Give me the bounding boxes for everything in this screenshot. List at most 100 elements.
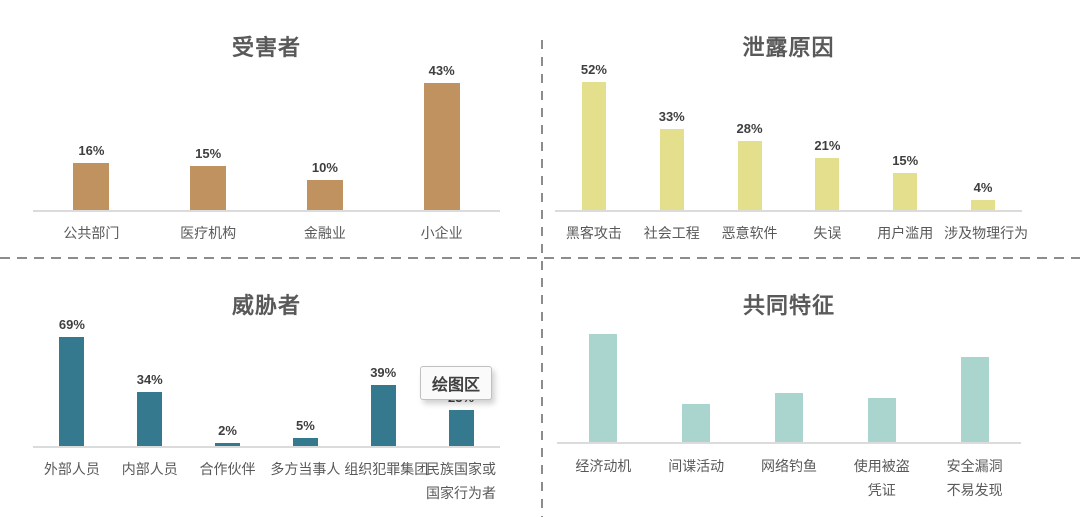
- bar-1[interactable]: [73, 162, 110, 210]
- bar-4[interactable]: [423, 82, 460, 210]
- chart-title: 受害者: [231, 35, 301, 60]
- category-label: 失误: [813, 225, 842, 241]
- bar-slot: 52%: [555, 62, 633, 210]
- tooltip-label: 绘图区: [432, 377, 481, 394]
- bars-group: [557, 320, 1021, 442]
- bar-slot: 16%: [33, 62, 150, 210]
- bar-3[interactable]: [737, 140, 762, 210]
- category-label: 外部人员: [43, 461, 100, 477]
- bar-5[interactable]: [893, 173, 918, 210]
- category-label: 经济动机: [575, 458, 632, 474]
- category-label: 恶意软件: [721, 225, 778, 241]
- value-label: 52%: [580, 61, 607, 77]
- value-label: 4%: [973, 180, 993, 196]
- bar-slot: 4%: [944, 62, 1022, 210]
- bar-slot: 2%: [189, 320, 267, 446]
- bar-2[interactable]: [682, 403, 711, 442]
- value-label: 16%: [78, 142, 105, 158]
- category-label: 多方当事人: [270, 461, 341, 477]
- bar-slot: 15%: [866, 62, 944, 210]
- plot-area[interactable]: 16% 15% 10% 43%: [33, 62, 500, 212]
- category-label: 间谍活动: [668, 458, 725, 474]
- value-label: 10%: [311, 160, 338, 176]
- chart-title: 威胁者: [231, 293, 301, 318]
- value-label: 33%: [658, 108, 685, 124]
- chart-victims: 受害者 16% 15% 10% 43% 公共部门 医疗机构 金融业 小企业: [33, 0, 500, 258]
- bar-4[interactable]: [292, 438, 318, 446]
- bar-slot: [650, 320, 743, 442]
- value-label: 28%: [736, 120, 763, 136]
- bar-slot: 15%: [150, 62, 267, 210]
- bar-6[interactable]: [448, 409, 474, 446]
- bar-slot: 39%: [344, 320, 422, 446]
- category-label: 黑客攻击: [565, 225, 622, 241]
- category-label: 涉及物理行为: [944, 225, 1029, 241]
- bar-slot: 28%: [711, 62, 789, 210]
- bar-slot: 69%: [33, 317, 111, 446]
- bar-4[interactable]: [815, 158, 840, 210]
- category-label: 社会工程: [643, 225, 700, 241]
- bar-3[interactable]: [306, 180, 343, 210]
- category-label: 用户滥用: [877, 225, 934, 241]
- bar-slot: 21%: [788, 62, 866, 210]
- value-label: 2%: [218, 422, 237, 438]
- bar-5[interactable]: [960, 356, 989, 442]
- value-label: 43%: [428, 62, 455, 78]
- bar-2[interactable]: [659, 128, 684, 210]
- category-label: 合作伙伴: [199, 461, 256, 477]
- bar-5[interactable]: [370, 384, 396, 446]
- bar-slot: [743, 320, 836, 442]
- bar-1[interactable]: [589, 333, 618, 442]
- plot-area[interactable]: 69%34%2%5%39%23%: [33, 317, 500, 448]
- bar-2[interactable]: [137, 392, 163, 446]
- horizontal-divider: [0, 257, 1080, 259]
- value-label: 69%: [58, 317, 85, 333]
- bar-slot: [928, 320, 1021, 442]
- x-axis-labels: 外部人员 内部人员 合作伙伴 多方当事人 组织犯罪集团 民族国家或 国家行为者: [33, 458, 500, 506]
- category-label: 民族国家或 国家行为者: [426, 461, 497, 501]
- category-label: 金融业: [303, 225, 346, 241]
- chart-breach-causes: 泄露原因 52% 33% 28% 21% 15% 4% 黑客攻击 社会工程 恶意软件 失误 用户滥…: [555, 0, 1029, 258]
- bar-slot: 33%: [633, 62, 711, 210]
- vertical-divider: [541, 40, 543, 517]
- x-axis-labels: 经济动机 间谍活动 网络钓鱼 使用被盗 凭证 安全漏洞 不易发现: [557, 455, 1021, 503]
- plot-area-tooltip: 绘图区: [420, 366, 493, 400]
- category-label: 公共部门: [63, 225, 120, 241]
- value-label: 39%: [370, 364, 397, 380]
- bar-6[interactable]: [971, 200, 996, 210]
- bar-slot: [835, 320, 928, 442]
- bar-2[interactable]: [190, 165, 227, 210]
- category-label: 医疗机构: [180, 225, 237, 241]
- category-label: 组织犯罪集团: [344, 461, 429, 477]
- value-label: 15%: [892, 153, 919, 168]
- value-label: 21%: [814, 138, 841, 154]
- bar-3[interactable]: [215, 442, 241, 446]
- bars-group: 16% 15% 10% 43%: [33, 62, 500, 210]
- category-label: 小企业: [420, 225, 463, 241]
- bars-group: 52% 33% 28% 21% 15% 4%: [555, 62, 1022, 210]
- category-label: 安全漏洞 不易发现: [946, 458, 1003, 498]
- value-label: 5%: [296, 418, 315, 434]
- bars-group: 69%34%2%5%39%23%: [33, 317, 500, 446]
- bar-1[interactable]: [59, 337, 85, 446]
- bar-slot: 10%: [267, 62, 384, 210]
- chart-common-traits: 共同特征 经济动机 间谍活动 网络钓鱼 使用被盗 凭证 安全漏洞 不易发现: [557, 258, 1021, 517]
- bar-1[interactable]: [581, 81, 606, 210]
- chart-title: 泄露原因: [742, 35, 835, 60]
- plot-area[interactable]: [557, 320, 1021, 444]
- chart-threat-actors: 威胁者 69%34%2%5%39%23% 外部人员内部人员合作伙伴多方当事人组织…: [33, 258, 500, 517]
- bar-3[interactable]: [774, 393, 803, 442]
- x-axis-labels: 黑客攻击 社会工程 恶意软件 失误 用户滥用 涉及物理行为: [555, 222, 1029, 246]
- category-label: 内部人员: [121, 461, 178, 477]
- bar-4[interactable]: [867, 397, 896, 442]
- value-label: 15%: [195, 145, 222, 161]
- bar-slot: 34%: [111, 320, 189, 446]
- bar-slot: 43%: [383, 62, 500, 210]
- x-axis-labels: 公共部门 医疗机构 金融业 小企业: [33, 222, 500, 246]
- bar-slot: [557, 320, 650, 442]
- category-label: 使用被盗 凭证: [853, 458, 910, 498]
- category-label: 网络钓鱼: [760, 458, 817, 474]
- chart-title: 共同特征: [742, 293, 835, 318]
- plot-area[interactable]: 52% 33% 28% 21% 15% 4%: [555, 62, 1022, 212]
